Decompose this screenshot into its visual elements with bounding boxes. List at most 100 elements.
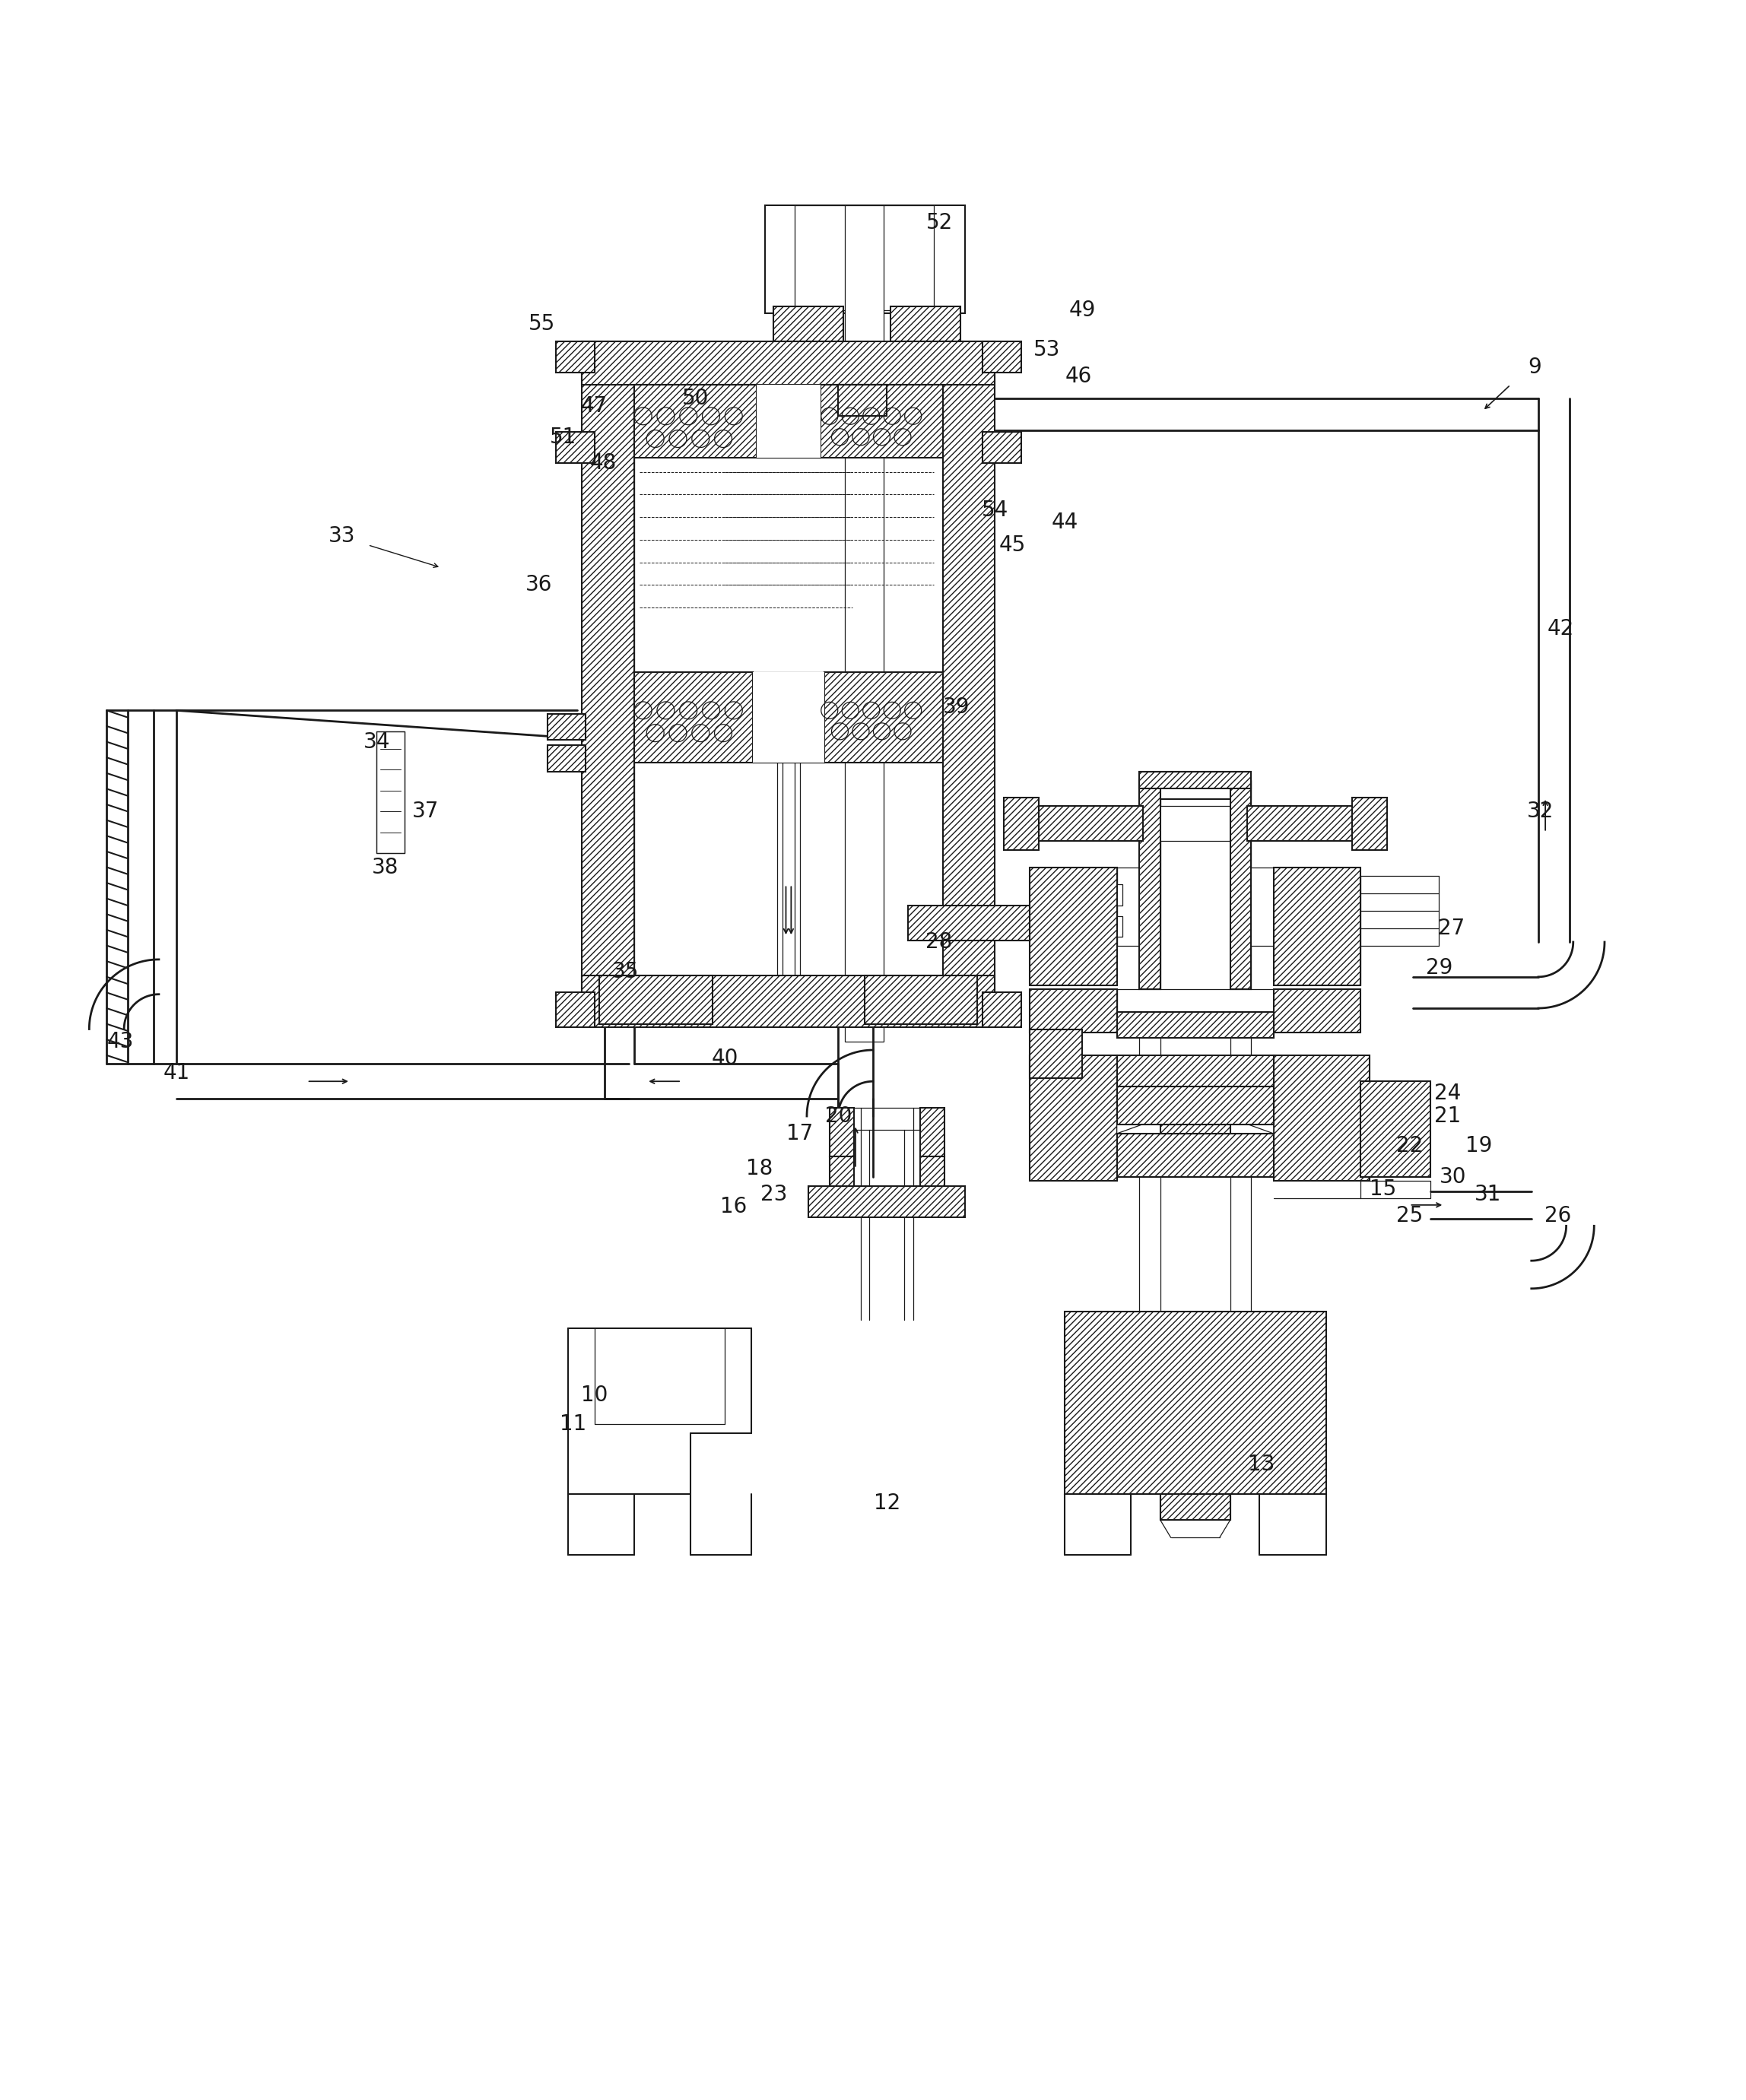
Text: 27: 27 [1439,918,1465,939]
Text: 13: 13 [1248,1453,1275,1474]
Bar [983,433,1021,464]
Text: 50: 50 [683,388,709,410]
Bar [1140,771,1250,800]
Bar [377,731,405,853]
Bar [1360,1180,1430,1197]
Bar [1140,771,1250,790]
Bar [1117,989,1273,1033]
Text: 9: 9 [1528,357,1542,378]
Text: 22: 22 [1397,1136,1423,1157]
Text: 18: 18 [746,1157,773,1178]
Bar [808,1186,966,1218]
Text: 23: 23 [760,1184,787,1205]
Text: 44: 44 [1051,512,1077,533]
Text: 12: 12 [873,1493,901,1514]
Text: 34: 34 [363,731,389,752]
Bar [1351,798,1386,851]
Bar [845,206,883,1042]
Text: 48: 48 [590,452,616,475]
Polygon shape [1117,1105,1161,1134]
Text: 25: 25 [1397,1205,1423,1226]
Text: 26: 26 [1543,1205,1571,1226]
Bar [613,985,637,1025]
Text: 17: 17 [786,1124,814,1145]
Text: 42: 42 [1547,617,1575,638]
Text: 46: 46 [1065,365,1091,386]
Bar [908,905,1030,941]
Bar [1091,916,1123,937]
Text: 47: 47 [581,395,608,416]
Text: 15: 15 [1371,1178,1397,1199]
Bar [1117,1086,1273,1126]
Bar [1231,779,1250,989]
Bar [1161,1105,1231,1134]
Bar [824,672,943,762]
Text: 52: 52 [925,212,953,233]
Text: 24: 24 [1435,1084,1461,1105]
Bar [599,974,712,1025]
Bar [756,384,821,458]
Bar [829,1157,854,1189]
Bar [864,974,978,1025]
Bar [920,1107,945,1157]
Text: 28: 28 [925,932,953,953]
Bar [1117,1054,1273,1105]
Bar [1161,1329,1231,1520]
Text: 10: 10 [581,1384,608,1405]
Text: 55: 55 [529,313,555,334]
Bar [1117,1012,1273,1037]
Bar [1030,1054,1117,1180]
Bar [546,714,585,739]
Bar [773,307,843,340]
Text: 37: 37 [412,800,438,821]
Bar [1030,989,1117,1033]
Bar [943,340,995,1025]
Bar [1144,806,1247,840]
Text: 20: 20 [824,1105,852,1128]
Bar [838,384,887,416]
Text: 16: 16 [721,1197,747,1218]
Text: 35: 35 [613,962,639,983]
Text: 29: 29 [1426,958,1453,979]
Text: 53: 53 [1034,340,1060,361]
Bar [1117,867,1144,945]
Bar [1030,867,1117,985]
Bar [1091,884,1123,905]
Bar [794,424,847,447]
Text: 19: 19 [1465,1136,1493,1157]
Bar [829,1107,854,1157]
Bar [634,384,943,974]
Text: 40: 40 [712,1048,739,1069]
Bar [983,993,1021,1027]
Text: 43: 43 [107,1031,134,1052]
Bar [1117,1134,1273,1178]
Bar [555,993,594,1027]
Text: 51: 51 [550,426,576,447]
Bar [794,206,934,311]
Text: 49: 49 [1069,298,1095,321]
Text: 36: 36 [526,575,552,596]
Bar [1273,989,1360,1033]
Bar [1065,1310,1325,1493]
Polygon shape [1231,1105,1273,1134]
Bar [890,307,960,340]
Bar [555,340,594,372]
Text: 32: 32 [1526,800,1554,821]
Bar [581,974,995,1027]
Text: 21: 21 [1435,1105,1461,1128]
Text: 54: 54 [981,500,1009,521]
Text: 31: 31 [1474,1184,1502,1205]
Bar [1039,806,1144,840]
Bar [765,206,966,313]
Bar [634,384,756,458]
Bar [1247,806,1351,840]
Bar [939,985,964,1025]
Bar [581,340,634,1025]
Bar [1030,1029,1083,1077]
Bar [581,340,995,384]
Bar [920,1157,945,1189]
Bar [1247,867,1273,945]
Text: 39: 39 [943,697,971,718]
Bar [1360,1082,1430,1178]
Bar [1273,867,1360,985]
